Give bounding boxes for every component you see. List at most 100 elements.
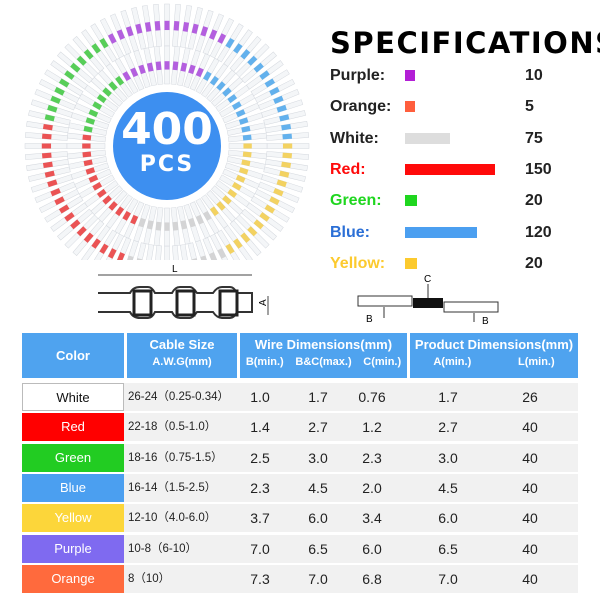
connector-tube [219, 93, 256, 118]
spec-qty: 20 [525, 254, 543, 272]
spec-row-blue: Blue: 120 [330, 224, 580, 244]
connector-tube [66, 143, 106, 149]
a-cell: 6.5 [438, 540, 458, 557]
connector-tube [24, 151, 68, 160]
connector-tube [143, 205, 157, 245]
bc-cell: 6.5 [308, 540, 328, 557]
table-row: Blue 16-14（1.5-2.5） 2.3 4.5 2.0 4.5 40 [22, 473, 578, 502]
connector-tube [120, 9, 139, 52]
spec-label: Orange: [330, 98, 392, 116]
connector-tube [211, 76, 244, 107]
connector-tube [187, 7, 203, 50]
connector-tube [183, 49, 201, 89]
connector-tube [254, 188, 295, 214]
connector-tube [224, 112, 264, 130]
cable-size-cell: 18-16（0.75-1.5） [128, 451, 223, 464]
connectors-ring-image [24, 3, 310, 260]
cable-size-cell: 8（10） [128, 572, 171, 585]
color-swatch-cell: Red [22, 413, 124, 442]
a-cell: 1.7 [438, 389, 458, 405]
connector-tube [258, 89, 300, 111]
c-cell: 1.2 [362, 419, 382, 436]
table-row: Green 18-16（0.75-1.5） 2.5 3.0 2.3 3.0 40 [22, 443, 578, 472]
c-cell: 2.0 [362, 479, 382, 496]
connector-tube [265, 121, 308, 134]
connector-tube [164, 45, 170, 85]
connector-tube [68, 156, 108, 170]
connector-tube [222, 102, 260, 124]
spec-row-yellow: Yellow: 20 [330, 255, 580, 275]
color-swatch-cell: White [22, 383, 124, 411]
connector-tube [105, 63, 133, 98]
connector-tube [153, 245, 162, 260]
connector-tube [228, 143, 268, 149]
connector-tube [97, 190, 128, 223]
b-cell: 1.4 [250, 419, 270, 436]
connector-tube [68, 122, 108, 136]
connector-tube [123, 53, 145, 91]
table-row: Yellow 12-10（4.0-6.0） 3.7 6.0 3.4 6.0 40 [22, 504, 578, 533]
label-B-left: B [366, 314, 373, 325]
connector-tube [114, 57, 139, 94]
spec-row-white: White: 75 [330, 130, 580, 150]
connector-tube [206, 69, 237, 102]
label-B-right: B [482, 316, 489, 327]
connector-tube [177, 205, 191, 245]
wire-diagram: C B B [357, 274, 499, 327]
l-cell: 40 [522, 479, 538, 496]
c-cell: 6.0 [362, 540, 382, 557]
connector-tube [26, 158, 69, 171]
connector-tube [99, 233, 125, 260]
connector-tube [266, 132, 310, 141]
connector-diagram: L A [98, 264, 269, 319]
connector-tube [164, 245, 170, 260]
connector-tube [70, 162, 110, 180]
c-cell: 2.3 [362, 449, 382, 466]
l-cell: 26 [522, 389, 538, 405]
connector-tube [179, 244, 192, 260]
connector-tube [81, 29, 111, 67]
table-row: Orange 8（10） 7.3 7.0 6.8 7.0 40 [22, 564, 578, 593]
label-C: C [424, 274, 431, 285]
connector-tube [201, 194, 229, 229]
connector-tube [201, 63, 229, 98]
connector-tube [164, 3, 170, 47]
color-swatch-cell: Purple [22, 534, 124, 563]
connector-tube [153, 3, 162, 47]
connector-tube [209, 18, 235, 59]
connector-tube [99, 18, 125, 59]
l-cell: 40 [522, 449, 538, 466]
b-cell: 2.5 [250, 449, 270, 466]
table-row: Purple 10-8（6-10） 7.0 6.5 6.0 6.5 40 [22, 534, 578, 563]
connector-tube [74, 102, 112, 124]
color-swatch-cell: Blue [22, 473, 124, 502]
connector-tube [177, 47, 191, 87]
connector-tube [57, 208, 93, 241]
connector-tube [222, 168, 260, 190]
connector-tube [123, 201, 145, 239]
b-cell: 2.3 [250, 479, 270, 496]
connector-tube [179, 5, 192, 48]
bc-cell: 7.0 [308, 570, 328, 587]
badge-unit: PCS [139, 152, 195, 177]
connector-tube [84, 180, 119, 208]
spec-qty: 150 [525, 160, 552, 178]
bc-cell: 3.0 [308, 449, 328, 466]
a-cell: 2.7 [438, 419, 458, 436]
connector-tube [189, 201, 211, 239]
connector-tube [215, 180, 250, 208]
c-cell: 0.76 [358, 389, 386, 405]
c-cell: 3.4 [362, 510, 382, 527]
l-cell: 40 [522, 510, 538, 527]
connector-tube [250, 69, 290, 97]
spec-qty: 75 [525, 129, 543, 147]
connector-tube [78, 174, 115, 199]
connector-tube [50, 202, 88, 232]
connector-tube [172, 3, 181, 47]
a-cell: 3.0 [438, 449, 458, 466]
badge-count: 400 [121, 104, 213, 155]
connector-tube [142, 5, 155, 48]
connector-tube [183, 203, 201, 243]
connector-tube [97, 69, 128, 102]
connector-tube [170, 207, 181, 246]
